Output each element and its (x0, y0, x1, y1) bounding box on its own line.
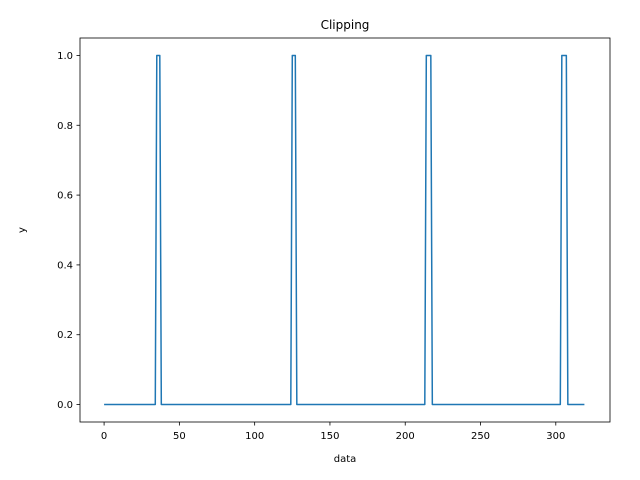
y-tick-label: 1.0 (57, 51, 73, 62)
plot-area (104, 54, 585, 406)
y-tick-label: 0.2 (57, 330, 73, 341)
x-axis-label: data (334, 454, 357, 465)
y-axis-label: y (17, 227, 28, 233)
x-tick-label: 250 (471, 431, 490, 442)
axes-frame (79, 37, 611, 423)
series-line-0 (104, 54, 585, 406)
x-tick-label: 100 (245, 431, 264, 442)
y-tick-label: 0.4 (57, 260, 73, 271)
x-tick-label: 300 (546, 431, 565, 442)
y-tick-label: 0.0 (57, 400, 73, 411)
x-tick-label: 0 (101, 431, 107, 442)
x-tick-label: 150 (320, 431, 339, 442)
axes: 0 50 100 150 200 250 300 0.0 0.2 0.4 0.6 0.8 1.0 (57, 37, 611, 442)
x-tick-label: 50 (173, 431, 186, 442)
x-tick-label: 200 (396, 431, 415, 442)
y-tick-label: 0.6 (57, 191, 73, 202)
chart-title: Clipping (321, 18, 370, 32)
y-tick-label: 0.8 (57, 121, 73, 132)
